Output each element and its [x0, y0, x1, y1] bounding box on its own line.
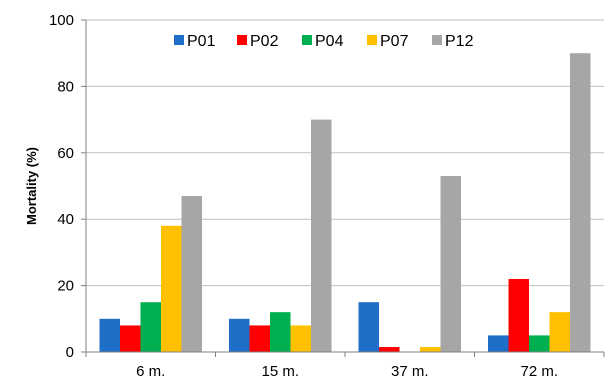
- bar-p12-1: [311, 119, 332, 352]
- legend-swatch-p12: [432, 35, 442, 45]
- y-axis-label: Mortality (%): [24, 147, 39, 225]
- bar-p07-1: [290, 325, 311, 352]
- bar-p12-3: [570, 53, 591, 352]
- bar-p07-0: [161, 225, 182, 352]
- y-tick-label: 20: [57, 278, 74, 295]
- legend-label-p12: P12: [445, 33, 474, 50]
- bar-p01-0: [99, 318, 120, 352]
- bar-p04-0: [140, 302, 161, 352]
- bar-p01-3: [488, 335, 509, 352]
- x-tick-label: 15 m.: [261, 363, 299, 380]
- x-tick-label: 6 m.: [136, 363, 165, 380]
- legend-label-p01: P01: [187, 33, 216, 50]
- bar-p12-2: [440, 176, 461, 352]
- bar-p01-2: [358, 302, 379, 352]
- legend: P01 P02 P04 P07 P12: [174, 33, 474, 50]
- bar-p04-1: [270, 312, 291, 352]
- bar-p02-3: [508, 278, 529, 352]
- bar-p02-0: [120, 325, 141, 352]
- y-tick-label: 60: [57, 145, 74, 162]
- bars: [99, 53, 591, 352]
- legend-swatch-p01: [174, 35, 184, 45]
- x-tick-label: 37 m.: [391, 363, 429, 380]
- bar-p12-0: [181, 195, 202, 352]
- y-tick-label: 0: [66, 344, 74, 361]
- bar-p01-1: [229, 318, 250, 352]
- y-tick-label: 100: [49, 12, 74, 29]
- legend-swatch-p02: [237, 35, 247, 45]
- legend-label-p07: P07: [380, 33, 409, 50]
- bar-p07-3: [549, 312, 570, 352]
- y-axis-ticks: 0 20 40 60 80 100: [49, 12, 86, 361]
- y-tick-label: 40: [57, 211, 74, 228]
- y-tick-label: 80: [57, 78, 74, 95]
- x-tick-label: 72 m.: [520, 363, 558, 380]
- legend-swatch-p04: [302, 35, 312, 45]
- bar-p04-3: [529, 335, 550, 352]
- bar-p02-1: [249, 325, 270, 352]
- bar-p02-2: [379, 347, 400, 352]
- legend-label-p02: P02: [250, 33, 279, 50]
- x-axis-ticks: 6 m. 15 m. 37 m. 72 m.: [85, 352, 605, 380]
- legend-label-p04: P04: [315, 33, 344, 50]
- bar-p07-2: [420, 347, 441, 352]
- legend-swatch-p07: [367, 35, 377, 45]
